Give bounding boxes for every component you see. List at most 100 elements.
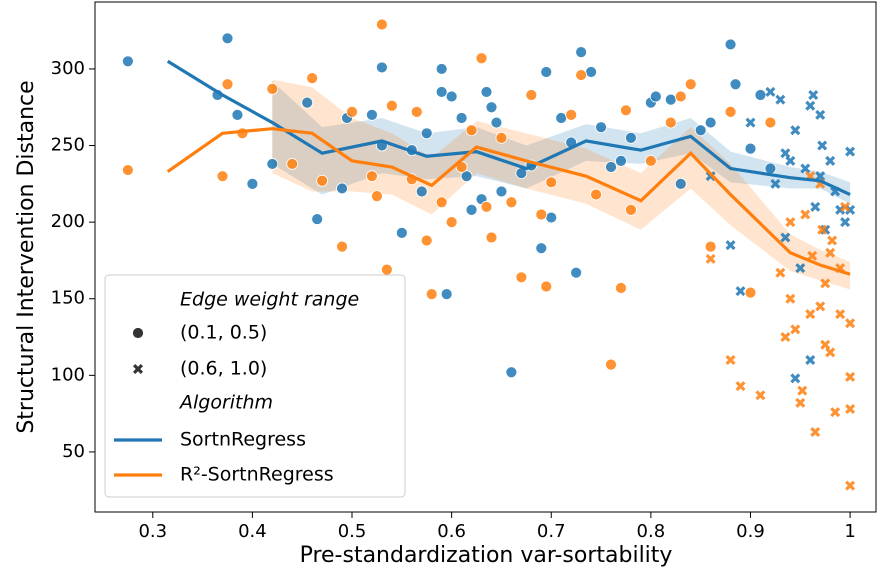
data-point [754, 89, 767, 101]
x-tick-label: 0.3 [138, 521, 167, 542]
data-point [827, 235, 838, 246]
data-point [625, 203, 637, 216]
data-point [420, 234, 433, 247]
data-point [674, 177, 687, 190]
confidence-band [272, 79, 851, 290]
data-point [221, 78, 234, 91]
data-point [395, 226, 408, 239]
data-point [820, 339, 831, 350]
data-point [485, 231, 498, 244]
data-point [525, 89, 538, 101]
data-point [435, 86, 448, 98]
data-point [495, 131, 508, 144]
data-point [490, 116, 503, 129]
data-point [744, 142, 757, 155]
data-point [835, 309, 846, 320]
line [166, 59, 851, 197]
data-point [336, 182, 348, 195]
data-point [810, 201, 821, 212]
data-point [565, 109, 578, 121]
x-tick-label: 0.8 [637, 521, 666, 542]
legend-label: R²-SortnRegress [180, 464, 334, 486]
data-point [575, 46, 588, 58]
data-point [495, 185, 508, 198]
data-point [649, 90, 662, 103]
data-point [311, 213, 324, 225]
y-tick-label: 50 [62, 441, 85, 462]
data-point [664, 116, 677, 129]
data-point [780, 148, 791, 159]
data-point [346, 105, 358, 118]
data-point [480, 86, 493, 98]
data-point [475, 52, 488, 65]
data-point [505, 196, 518, 209]
data-point [445, 216, 458, 229]
data-point [674, 90, 687, 103]
data-point [795, 397, 806, 408]
data-point [815, 171, 826, 182]
data-point [286, 158, 299, 170]
data-point [425, 288, 438, 301]
data-point [644, 154, 657, 167]
data-point [535, 208, 548, 221]
data-point [817, 140, 828, 151]
data-point [825, 155, 836, 166]
data-point [375, 18, 388, 31]
data-point [460, 170, 473, 183]
data-point [336, 240, 348, 253]
y-tick-label: 300 [51, 58, 85, 79]
data-point [785, 293, 796, 304]
data-point [316, 174, 329, 187]
data-point [664, 93, 677, 106]
data-point [121, 164, 134, 176]
data-point [830, 407, 841, 418]
y-tick-label: 150 [51, 288, 85, 309]
data-point [805, 355, 816, 366]
legend: Edge weight range Algorithm (0.1, 0.5) (0… [104, 274, 406, 498]
data-point [780, 332, 791, 343]
legend-marker [133, 364, 143, 374]
data-point [744, 286, 757, 299]
data-point [845, 404, 856, 415]
data-point [595, 121, 607, 134]
data-point [415, 185, 428, 198]
data-point [770, 178, 781, 189]
data-point [724, 38, 737, 51]
data-point [121, 55, 134, 68]
data-point [704, 240, 717, 253]
legend-marker [132, 327, 144, 339]
data-point [765, 86, 776, 97]
data-point [797, 385, 808, 396]
data-point [445, 90, 458, 103]
data-point [795, 263, 806, 274]
data-point [825, 347, 836, 358]
data-point [585, 66, 597, 78]
data-point [615, 154, 627, 167]
x-axis-label: Pre-standardization var-sortability [300, 543, 673, 568]
data-point [615, 282, 627, 294]
x-tick-label: 0.7 [537, 521, 566, 542]
data-point [815, 109, 826, 120]
legend-label: (0.1, 0.5) [180, 322, 267, 344]
legend-label: SortnRegress [180, 429, 306, 451]
data-point [625, 131, 637, 144]
data-point [805, 309, 816, 320]
data-point [366, 170, 378, 183]
legend-label: (0.6, 1.0) [180, 358, 267, 380]
data-point [246, 177, 259, 190]
data-point [704, 116, 717, 129]
data-point [540, 66, 553, 78]
x-tick-label: 0.5 [338, 521, 367, 542]
data-point [800, 209, 811, 220]
data-point [785, 217, 796, 228]
data-point [301, 96, 314, 109]
y-tick-label: 250 [51, 135, 85, 156]
legend-box [104, 274, 406, 498]
data-point [780, 232, 791, 243]
data-point [620, 104, 632, 117]
data-point [266, 82, 279, 95]
data-point [724, 105, 737, 118]
data-point [764, 116, 777, 129]
data-point [371, 190, 383, 203]
